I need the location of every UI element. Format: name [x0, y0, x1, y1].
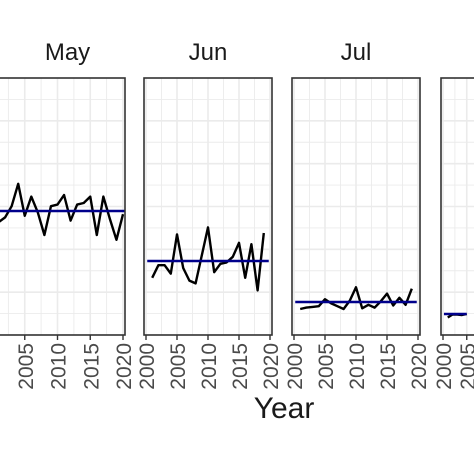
facet-title: Jul [341, 39, 372, 66]
x-tick-label: 2005 [315, 343, 338, 390]
x-tick-label: 2010 [48, 343, 71, 390]
x-tick-label: 2020 [260, 343, 283, 390]
x-tick-label: 2010 [346, 343, 369, 390]
panel-grid [292, 78, 420, 335]
panel-grid [441, 78, 474, 335]
x-tick-label: 2015 [377, 343, 400, 390]
facet-title: Jun [189, 39, 228, 66]
facet-title: May [45, 39, 90, 66]
x-tick-label: 2000 [433, 343, 456, 390]
series-line [299, 286, 413, 311]
facet-panel-3: 2000 2005 [433, 77, 474, 390]
series-line [0, 182, 125, 242]
panel-lines [147, 226, 269, 292]
panel-grid [0, 78, 125, 335]
series-line [151, 226, 265, 292]
x-tick-label: 2020 [113, 343, 136, 390]
facet-panel-2: Jul 2000 2005 2010 2015 2020 [284, 39, 431, 390]
x-tick-label: 2000 [284, 343, 307, 390]
x-axis-title: Year [254, 392, 315, 425]
x-tick-label: 2015 [229, 343, 252, 390]
x-tick-label: 2005 [15, 343, 38, 390]
x-tick-label: 2005 [167, 343, 190, 390]
x-tick-label: 2000 [136, 343, 159, 390]
facet-panel-0: May 2005 2010 2015 2020 [0, 39, 136, 390]
x-tick-label: 2010 [198, 343, 221, 390]
panel-border [440, 77, 474, 336]
facet-panel-1: Jun 2000 2005 2010 2015 2020 [136, 39, 283, 390]
panel-lines [443, 312, 467, 319]
panel-grid [144, 78, 272, 335]
x-tick-label: 2015 [80, 343, 103, 390]
x-tick-label: 2005 [457, 343, 474, 390]
panel-lines [0, 182, 125, 242]
panel-lines [295, 286, 417, 311]
x-tick-label: 2020 [408, 343, 431, 390]
